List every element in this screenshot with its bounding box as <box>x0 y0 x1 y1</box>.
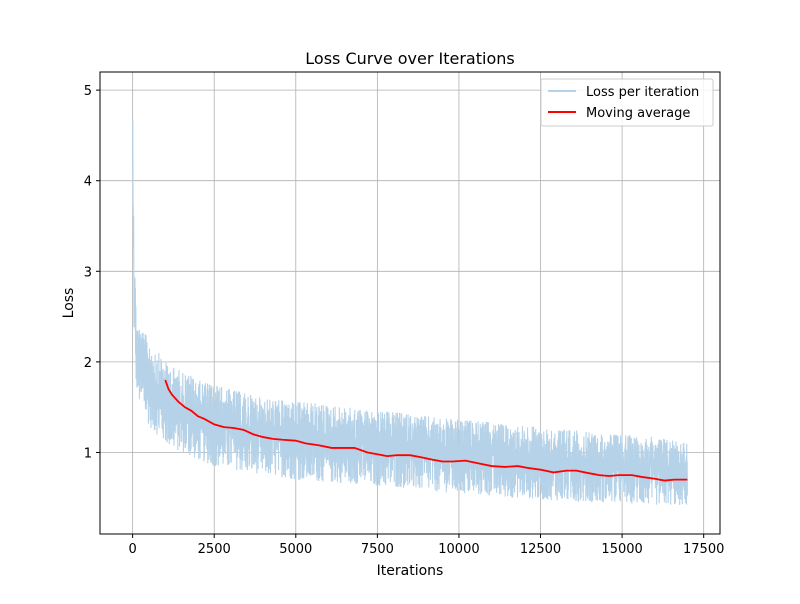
y-tick-label: 1 <box>84 446 92 461</box>
moving-average-series <box>164 379 688 482</box>
moving-average-line <box>164 379 688 482</box>
x-tick-label: 17500 <box>683 542 724 557</box>
x-tick-label: 12500 <box>520 542 561 557</box>
x-axis-ticks: 0 2500 5000 7500 10000 12500 15000 17500 <box>128 534 724 557</box>
legend: Loss per iteration Moving average <box>540 78 714 127</box>
plot-frame <box>99 71 721 535</box>
x-tick-label: 7500 <box>361 542 394 557</box>
chart-title: Loss Curve over Iterations <box>305 49 514 68</box>
y-tick-label: 2 <box>84 356 92 371</box>
loss-per-iteration-line <box>132 119 688 505</box>
legend-label-loss: Loss per iteration <box>586 85 699 100</box>
x-tick-label: 5000 <box>279 542 312 557</box>
y-tick-label: 4 <box>84 175 92 190</box>
loss-per-iteration-series <box>132 119 688 505</box>
y-axis-label: Loss <box>61 288 77 319</box>
legend-label-moving-average: Moving average <box>586 106 690 121</box>
x-tick-label: 15000 <box>601 542 642 557</box>
y-tick-label: 3 <box>84 265 92 280</box>
legend-box <box>540 78 714 127</box>
x-tick-label: 10000 <box>438 542 479 557</box>
x-axis-label: Iterations <box>377 563 444 579</box>
y-axis-ticks: 1 2 3 4 5 <box>84 84 100 461</box>
y-tick-label: 5 <box>84 84 92 99</box>
x-tick-label: 0 <box>128 542 136 557</box>
x-tick-label: 2500 <box>198 542 231 557</box>
